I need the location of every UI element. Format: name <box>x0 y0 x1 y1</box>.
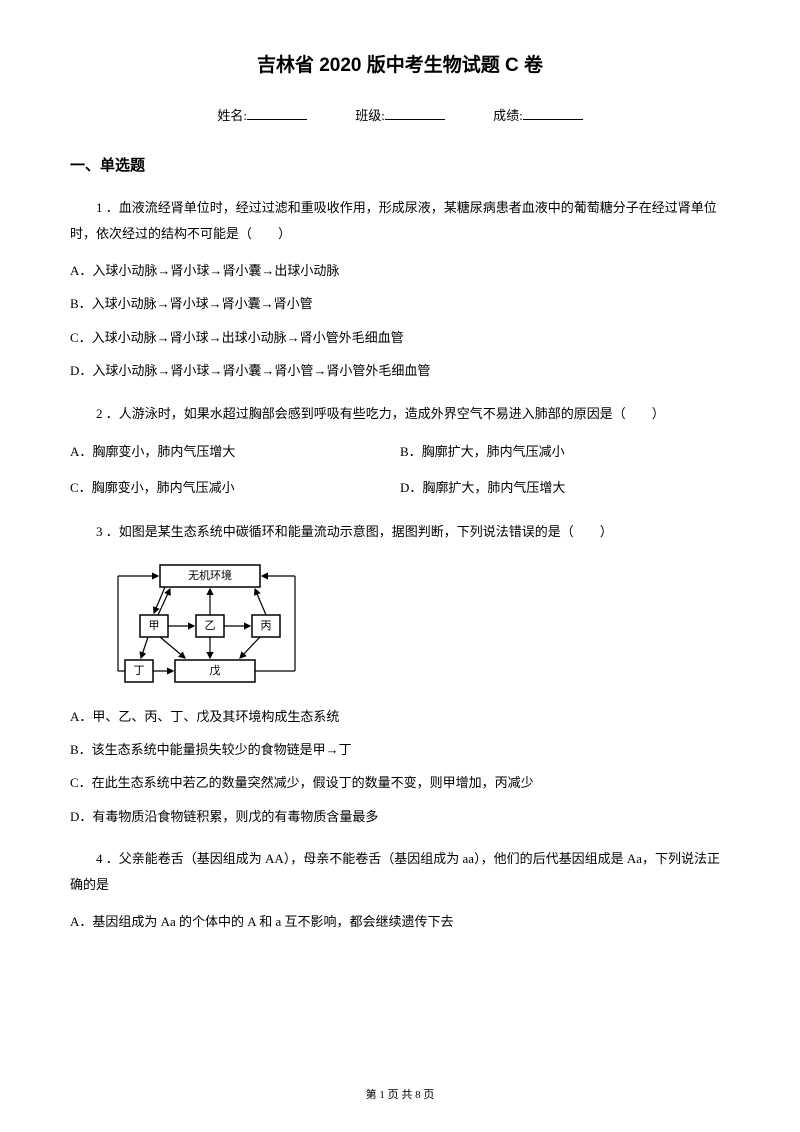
class-blank <box>385 119 445 120</box>
class-label: 班级: <box>355 108 385 123</box>
question-3: 3 ．如图是某生态系统中碳循环和能量流动示意图，据图判断，下列说法错误的是（ ）… <box>70 519 730 829</box>
q3-opt-a: A．甲、乙、丙、丁、戊及其环境构成生态系统 <box>70 705 730 728</box>
diagram-bing-label: 丙 <box>261 620 272 632</box>
q1-opt-b: B．入球小动脉→肾小球→肾小囊→肾小管 <box>70 292 730 315</box>
q4-opt-a: A．基因组成为 Aa 的个体中的 A 和 a 互不影响，都会继续遗传下去 <box>70 910 730 933</box>
ecosystem-diagram: 无机环境 甲 乙 丙 丁 戊 <box>110 560 310 690</box>
q1-opt-c: C．入球小动脉→肾小球→出球小动脉→肾小管外毛细血管 <box>70 326 730 349</box>
question-4: 4 ．父亲能卷舌（基因组成为 AA），母亲不能卷舌（基因组成为 aa），他们的后… <box>70 846 730 933</box>
question-1: 1 ．血液流经肾单位时，经过过滤和重吸收作用，形成尿液，某糖尿病患者血液中的葡萄… <box>70 195 730 383</box>
diagram-yi-label: 乙 <box>205 619 216 632</box>
student-info-line: 姓名: 班级: 成绩: <box>70 105 730 124</box>
name-blank <box>247 119 307 120</box>
name-label: 姓名: <box>217 108 247 123</box>
q3-opt-d: D．有毒物质沿食物链积累，则戊的有毒物质含量最多 <box>70 805 730 828</box>
q1-opt-d: D．入球小动脉→肾小球→肾小囊→肾小管→肾小管外毛细血管 <box>70 359 730 382</box>
question-2: 2 ．人游泳时，如果水超过胸部会感到呼吸有些吃力，造成外界空气不易进入肺部的原因… <box>70 401 730 501</box>
diagram-jia-label: 甲 <box>149 620 160 632</box>
section-title: 一、单选题 <box>70 154 730 175</box>
diagram-env-label: 无机环境 <box>188 568 232 582</box>
q2-opt-c: C．胸廓变小，肺内气压减小 <box>70 475 400 501</box>
diagram-wu-label: 戊 <box>210 664 221 677</box>
q1-text: 1 ．血液流经肾单位时，经过过滤和重吸收作用，形成尿液，某糖尿病患者血液中的葡萄… <box>70 195 730 247</box>
diagram-ding-label: 丁 <box>134 665 145 677</box>
page-title: 吉林省 2020 版中考生物试题 C 卷 <box>70 50 730 77</box>
q2-text: 2 ．人游泳时，如果水超过胸部会感到呼吸有些吃力，造成外界空气不易进入肺部的原因… <box>70 401 730 427</box>
q2-opt-b: B．胸廓扩大，肺内气压减小 <box>400 439 730 465</box>
score-label: 成绩: <box>493 108 523 123</box>
q3-opt-c: C．在此生态系统中若乙的数量突然减少，假设丁的数量不变，则甲增加，丙减少 <box>70 771 730 794</box>
q3-opt-b: B．该生态系统中能量损失较少的食物链是甲→丁 <box>70 738 730 761</box>
score-blank <box>523 119 583 120</box>
page-footer: 第 1 页 共 8 页 <box>0 1086 800 1102</box>
q3-text: 3 ．如图是某生态系统中碳循环和能量流动示意图，据图判断，下列说法错误的是（ ） <box>70 519 730 545</box>
q1-opt-a: A．入球小动脉→肾小球→肾小囊→出球小动脉 <box>70 259 730 282</box>
q2-opt-d: D．胸廓扩大，肺内气压增大 <box>400 475 730 501</box>
q2-opt-a: A．胸廓变小，肺内气压增大 <box>70 439 400 465</box>
q4-text: 4 ．父亲能卷舌（基因组成为 AA），母亲不能卷舌（基因组成为 aa），他们的后… <box>70 846 730 898</box>
